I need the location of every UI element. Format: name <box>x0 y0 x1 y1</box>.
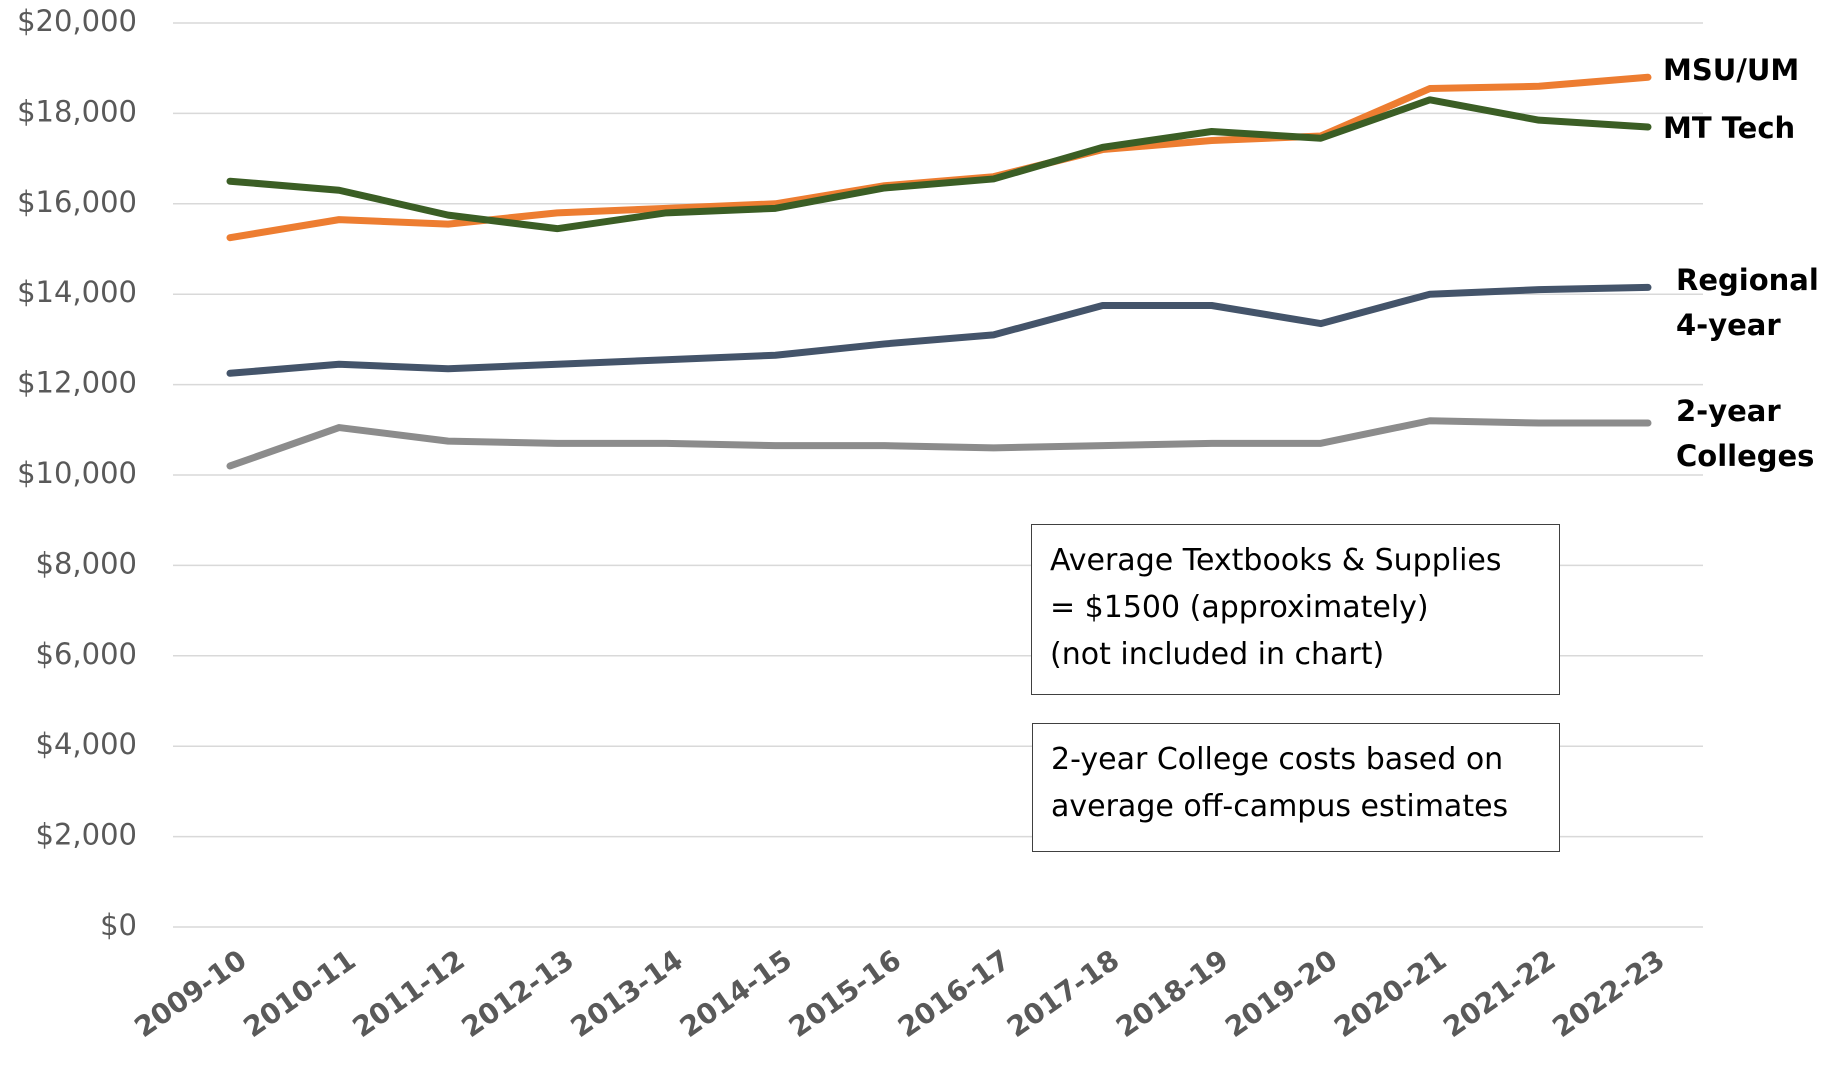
y-tick-label: $20,000 <box>17 4 137 38</box>
x-tick-label: 2011-12 <box>347 943 471 1044</box>
x-tick-label: 2021-22 <box>1437 943 1561 1044</box>
y-tick-label: $14,000 <box>17 275 137 309</box>
x-tick-label: 2012-13 <box>456 943 580 1044</box>
series-line <box>226 283 1652 377</box>
x-tick-label: 2018-19 <box>1110 943 1234 1044</box>
x-tick-label: 2009-10 <box>128 943 252 1044</box>
annotation-box: Average Textbooks & Supplies = $1500 (app… <box>1031 524 1560 695</box>
x-tick-label: 2016-17 <box>892 943 1016 1044</box>
y-tick-label: $2,000 <box>36 818 137 852</box>
x-tick-label: 2019-20 <box>1219 943 1343 1044</box>
annotation-line: Average Textbooks & Supplies <box>1050 543 1502 578</box>
y-tick-label: $6,000 <box>36 637 137 671</box>
x-tick-label: 2020-21 <box>1328 943 1452 1044</box>
series-line <box>226 96 1652 233</box>
series-label: 2-year Colleges <box>1676 394 1815 473</box>
y-tick-label: $16,000 <box>17 185 137 219</box>
y-tick-label: $8,000 <box>36 546 137 580</box>
x-tick-label: 2022-23 <box>1546 943 1670 1044</box>
series-label: Regional 4-year <box>1676 263 1819 342</box>
x-tick-label: 2017-18 <box>1001 943 1125 1044</box>
x-tick-label: 2014-15 <box>674 943 798 1044</box>
annotation-line: 2-year College costs based on <box>1051 742 1504 777</box>
series-label: MT Tech <box>1663 111 1796 145</box>
annotation-line: average off-campus estimates <box>1051 789 1509 824</box>
y-tick-label: $0 <box>100 908 137 942</box>
series-line <box>226 417 1652 470</box>
annotation-box: 2-year College costs based on average off… <box>1032 723 1560 852</box>
series-label: MSU/UM <box>1663 53 1800 87</box>
x-tick-label: 2013-14 <box>565 943 689 1044</box>
y-tick-label: $12,000 <box>17 366 137 400</box>
annotation-line: (not included in chart) <box>1050 637 1385 672</box>
y-tick-label: $18,000 <box>17 94 137 128</box>
y-tick-label: $4,000 <box>36 727 137 761</box>
y-tick-label: $10,000 <box>17 456 137 490</box>
x-tick-label: 2015-16 <box>783 943 907 1044</box>
x-tick-label: 2010-11 <box>237 943 361 1044</box>
annotation-line: = $1500 (approximately) <box>1050 590 1429 625</box>
